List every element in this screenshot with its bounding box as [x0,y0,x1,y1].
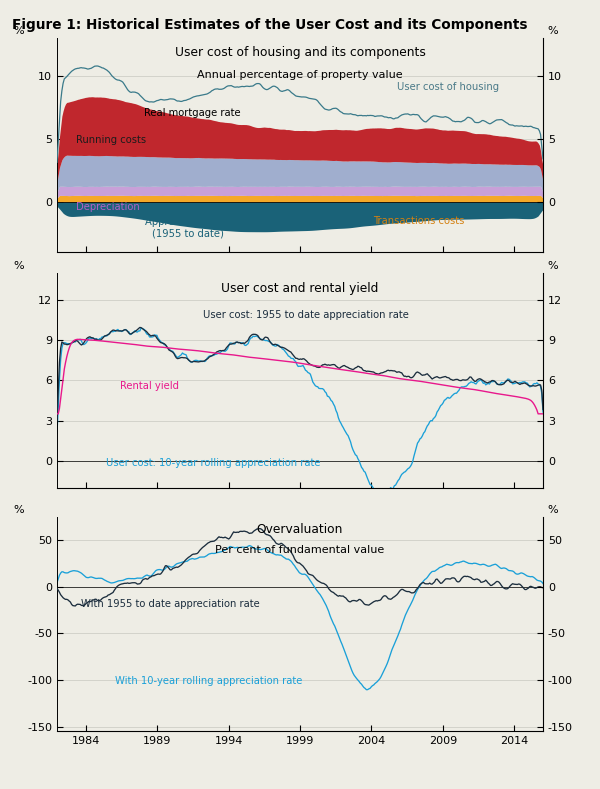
Text: Per cent of fundamental value: Per cent of fundamental value [215,544,385,555]
Text: User cost of housing: User cost of housing [397,83,499,92]
Text: %: % [13,260,24,271]
Text: %: % [548,25,559,36]
Text: Running costs: Running costs [76,135,146,145]
Text: With 1955 to date appreciation rate: With 1955 to date appreciation rate [82,599,260,609]
Text: %: % [548,260,559,271]
Text: Transactions costs: Transactions costs [373,215,464,226]
Text: %: % [548,504,559,514]
Text: User cost and rental yield: User cost and rental yield [221,282,379,294]
Text: Appreciation rate
(1955 to date): Appreciation rate (1955 to date) [145,217,232,238]
Text: Rental yield: Rental yield [120,381,179,391]
Text: %: % [13,25,24,36]
Text: %: % [13,504,24,514]
Text: User cost: 10-year rolling appreciation rate: User cost: 10-year rolling appreciation … [106,458,320,468]
Text: Annual percentage of property value: Annual percentage of property value [197,70,403,80]
Text: With 10-year rolling appreciation rate: With 10-year rolling appreciation rate [115,676,302,686]
Text: Overvaluation: Overvaluation [257,523,343,537]
Text: User cost: 1955 to date appreciation rate: User cost: 1955 to date appreciation rat… [203,310,409,320]
Text: Figure 1: Historical Estimates of the User Cost and its Components: Figure 1: Historical Estimates of the Us… [12,18,527,32]
Text: Real mortgage rate: Real mortgage rate [145,108,241,118]
Text: Depreciation: Depreciation [76,201,140,211]
Text: User cost of housing and its components: User cost of housing and its components [175,47,425,59]
